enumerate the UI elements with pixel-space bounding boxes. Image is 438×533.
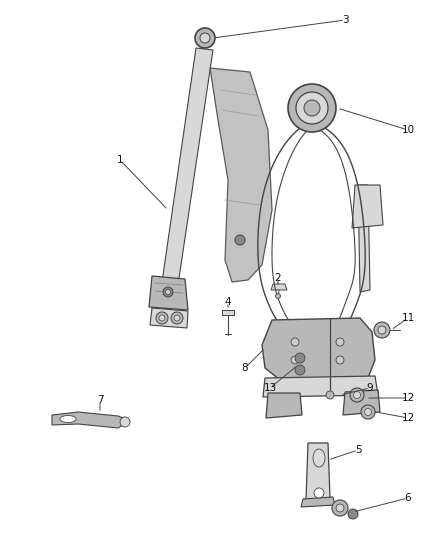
Circle shape — [288, 84, 336, 132]
Polygon shape — [358, 185, 370, 292]
Circle shape — [314, 488, 324, 498]
Circle shape — [348, 509, 358, 519]
Circle shape — [195, 28, 215, 48]
Ellipse shape — [60, 416, 76, 423]
Text: 6: 6 — [405, 493, 411, 503]
Circle shape — [276, 294, 280, 298]
Polygon shape — [150, 308, 188, 328]
Text: 8: 8 — [242, 363, 248, 373]
Text: 9: 9 — [367, 383, 373, 393]
Circle shape — [374, 322, 390, 338]
Polygon shape — [149, 276, 188, 310]
Circle shape — [353, 392, 360, 399]
Text: 12: 12 — [401, 413, 415, 423]
Circle shape — [291, 356, 299, 364]
Text: 3: 3 — [342, 15, 348, 25]
Circle shape — [364, 408, 371, 416]
Circle shape — [378, 326, 386, 334]
Circle shape — [336, 504, 344, 512]
Polygon shape — [306, 443, 330, 500]
Polygon shape — [266, 393, 302, 418]
Circle shape — [350, 388, 364, 402]
Polygon shape — [210, 68, 272, 282]
Circle shape — [235, 235, 245, 245]
Text: 4: 4 — [225, 297, 231, 307]
Ellipse shape — [313, 449, 325, 467]
Circle shape — [336, 356, 344, 364]
Polygon shape — [271, 284, 287, 290]
Circle shape — [361, 405, 375, 419]
Polygon shape — [162, 48, 213, 285]
Circle shape — [166, 289, 170, 295]
Circle shape — [332, 500, 348, 516]
Circle shape — [171, 312, 183, 324]
Text: 13: 13 — [263, 383, 277, 393]
Circle shape — [163, 287, 173, 297]
Text: 2: 2 — [275, 273, 281, 283]
Text: 12: 12 — [401, 393, 415, 403]
Polygon shape — [301, 497, 335, 507]
Text: 1: 1 — [117, 155, 124, 165]
Circle shape — [174, 315, 180, 321]
Text: 7: 7 — [97, 395, 103, 405]
Circle shape — [296, 92, 328, 124]
Polygon shape — [352, 185, 383, 228]
Circle shape — [159, 315, 165, 321]
Text: 5: 5 — [355, 445, 361, 455]
Text: 11: 11 — [401, 313, 415, 323]
Circle shape — [156, 312, 168, 324]
Circle shape — [304, 100, 320, 116]
Circle shape — [295, 365, 305, 375]
Polygon shape — [52, 412, 130, 428]
Polygon shape — [343, 390, 380, 415]
Circle shape — [120, 417, 130, 427]
Polygon shape — [263, 376, 378, 397]
Text: 10: 10 — [402, 125, 414, 135]
Circle shape — [291, 338, 299, 346]
Circle shape — [336, 338, 344, 346]
Polygon shape — [222, 310, 234, 315]
Circle shape — [295, 353, 305, 363]
Circle shape — [200, 33, 210, 43]
Circle shape — [326, 391, 334, 399]
Polygon shape — [262, 318, 375, 380]
